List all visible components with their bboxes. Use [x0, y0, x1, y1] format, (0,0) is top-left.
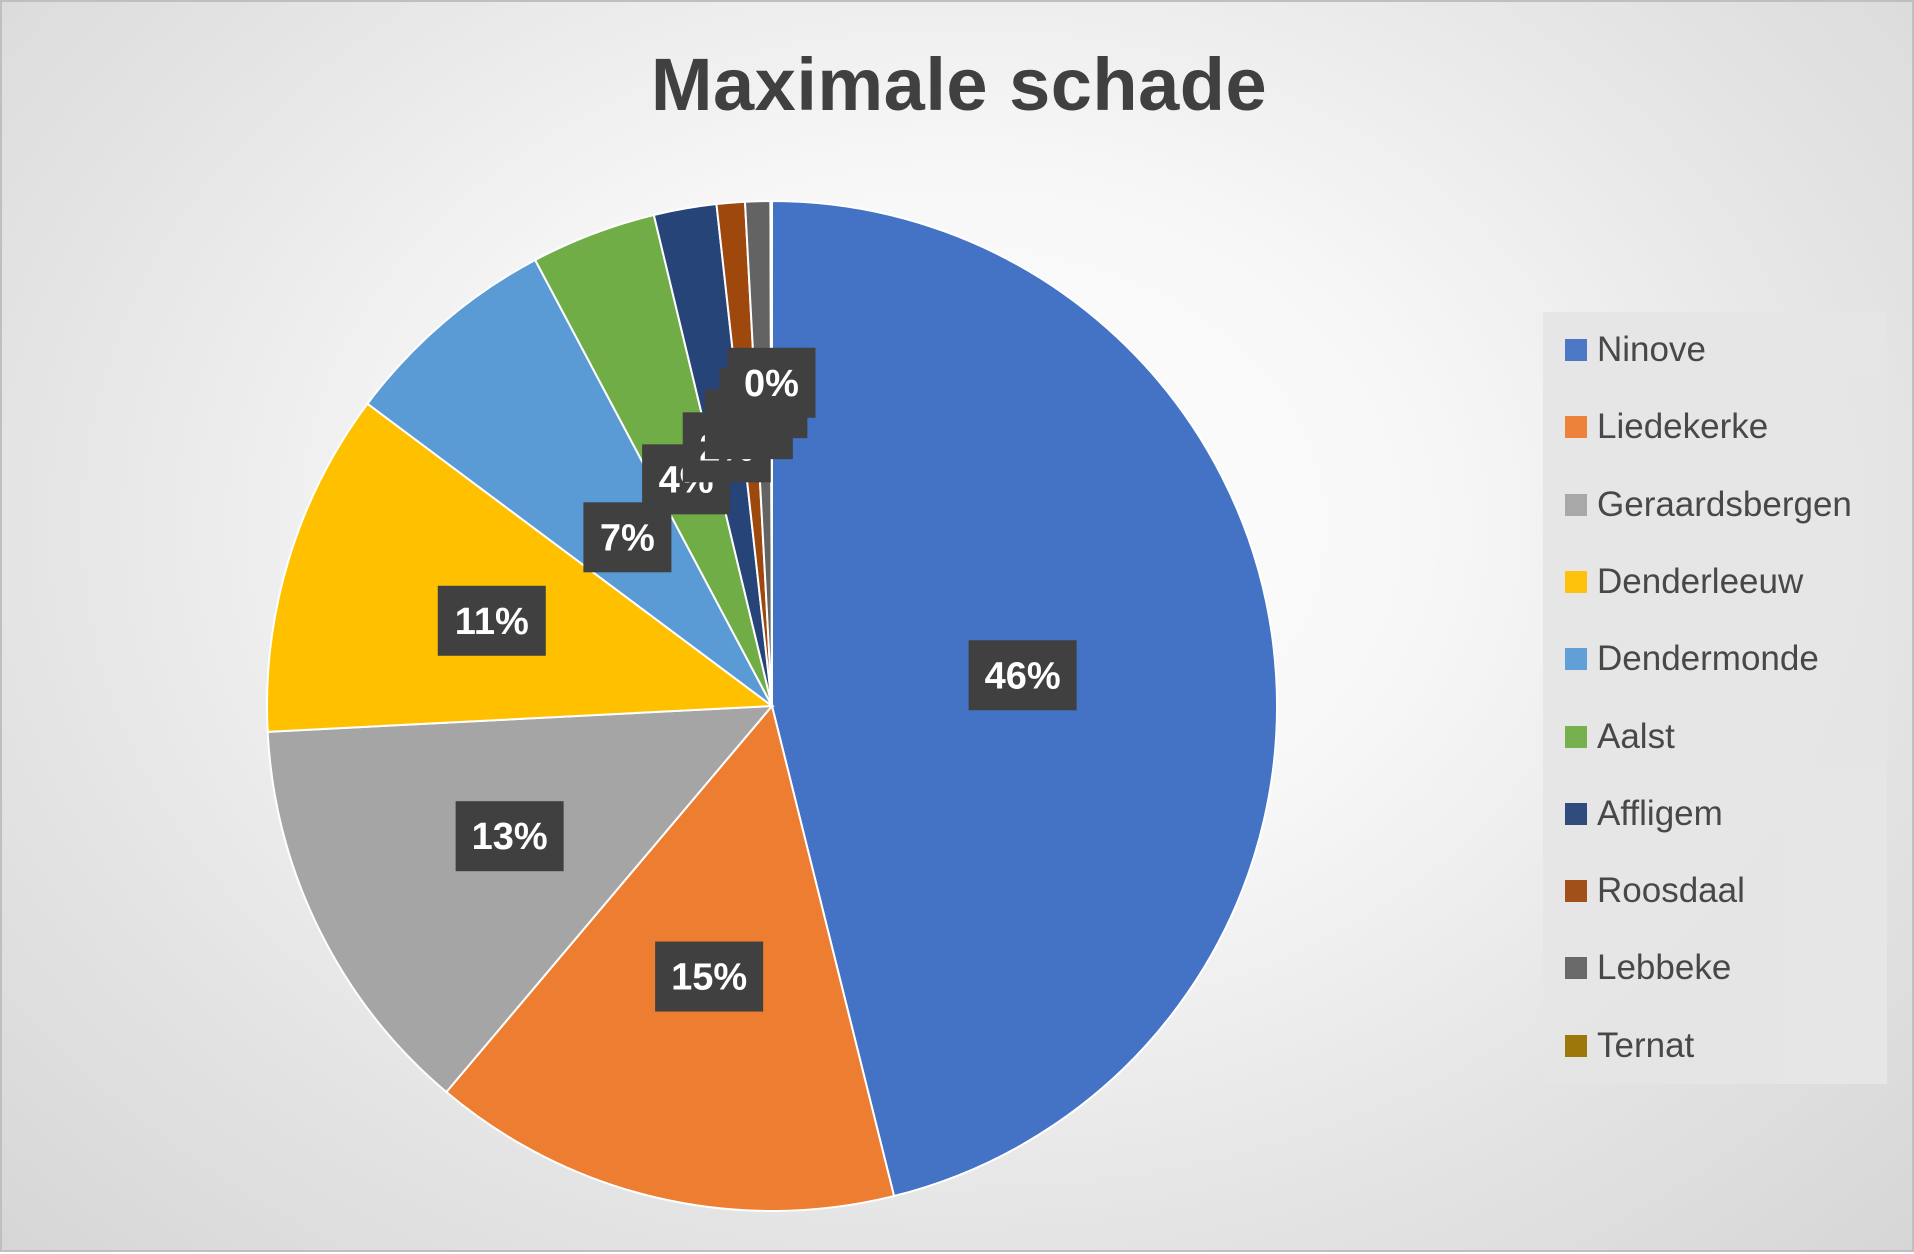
- legend-label: Roosdaal: [1597, 871, 1745, 911]
- data-label-ninove: 46%: [968, 640, 1077, 711]
- data-label-text: 11%: [455, 601, 529, 643]
- legend-item-geraardsbergen: Geraardsbergen: [1565, 485, 1852, 525]
- legend-item-roosdaal: Roosdaal: [1565, 871, 1745, 911]
- pie-slice-denderleeuw: [266, 402, 775, 733]
- legend-label: Affligem: [1597, 793, 1723, 833]
- legend-item-aalst: Aalst: [1565, 717, 1675, 757]
- data-label-box: [655, 941, 764, 1012]
- data-label-box: [455, 801, 564, 872]
- legend-label: Liedekerke: [1597, 407, 1769, 447]
- legend-item-liedekerke: Liedekerke: [1565, 407, 1768, 447]
- legend-swatch: [1565, 416, 1587, 439]
- legend-label: Ninove: [1597, 330, 1706, 369]
- legend-swatch: [1565, 1034, 1587, 1057]
- data-label-ternat: 0%: [727, 347, 816, 418]
- data-label-text: 7%: [600, 517, 655, 559]
- legend-swatch: [1565, 493, 1587, 516]
- legend-swatch: [1565, 725, 1587, 748]
- legend-item-ternat: Ternat: [1565, 1026, 1694, 1066]
- data-label-box: [437, 585, 546, 656]
- legend-label: Denderleeuw: [1597, 561, 1804, 601]
- legend-label: Lebbeke: [1597, 948, 1732, 988]
- data-label-text: 13%: [472, 816, 548, 858]
- data-label-text: 46%: [985, 655, 1061, 697]
- legend: Ninove Liedekerke Geraardsbergen Denderleeu…: [1543, 312, 1887, 1084]
- legend-swatch: [1565, 880, 1587, 903]
- data-label-liedekerke: 15%: [655, 941, 764, 1012]
- legend-item-dendermonde: Dendermonde: [1565, 639, 1819, 679]
- legend-swatch: [1565, 802, 1587, 825]
- pie-slice-dendermonde: [366, 258, 773, 707]
- pie-slice-geraardsbergen: [266, 704, 775, 1094]
- legend-item-ninove: Ninove: [1565, 330, 1706, 370]
- legend-swatch: [1565, 648, 1587, 671]
- legend-item-affligem: Affligem: [1565, 794, 1723, 834]
- data-label-denderleeuw: 11%: [437, 585, 546, 656]
- legend-swatch: [1565, 570, 1587, 593]
- data-label-text: 15%: [671, 957, 747, 999]
- data-label-geraardsbergen: 13%: [455, 801, 564, 872]
- legend-label: Ternat: [1597, 1025, 1695, 1065]
- data-label-box: [727, 347, 816, 418]
- chart-title: Maximale schade: [650, 43, 1268, 126]
- legend-item-denderleeuw: Denderleeuw: [1565, 562, 1803, 602]
- legend-label: Geraardsbergen: [1597, 484, 1852, 524]
- legend-label: Aalst: [1597, 716, 1675, 756]
- legend-swatch: [1565, 339, 1587, 361]
- data-label-text: 0%: [744, 363, 799, 405]
- data-label-box: [968, 640, 1077, 711]
- legend-item-lebbeke: Lebbeke: [1565, 948, 1731, 988]
- legend-label: Dendermonde: [1597, 639, 1819, 679]
- legend-swatch: [1565, 957, 1587, 980]
